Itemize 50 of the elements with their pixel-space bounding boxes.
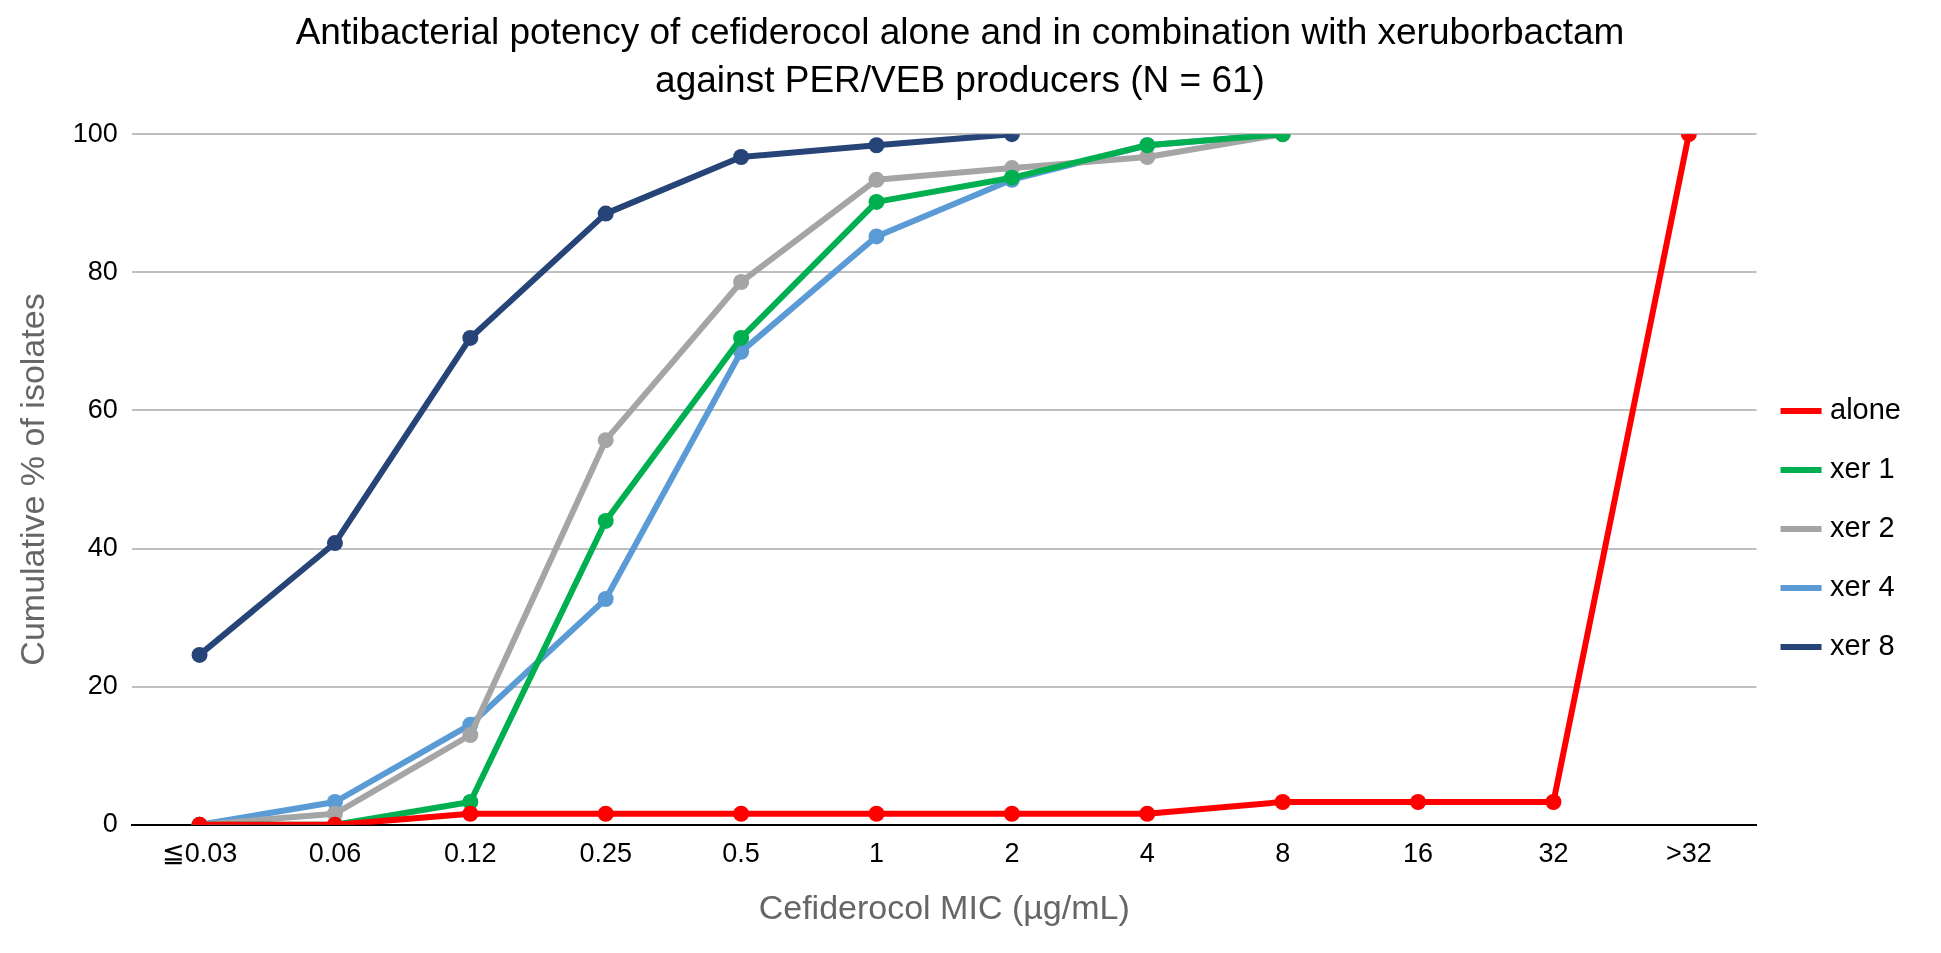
point [868,193,885,210]
x-tick-label: 0.06 [308,838,362,869]
point [733,273,750,290]
legend-label: alone [1830,393,1902,425]
point [868,171,885,188]
x-tick-label: 0.25 [579,838,632,869]
y-axis-title: Cumulative % of isolates [12,293,51,666]
x-tick-label: 0.12 [444,838,497,869]
x-tick-label: >32 [1665,838,1712,869]
point [733,148,750,165]
x-tick-label: 16 [1403,838,1434,869]
x-tick-label: 2 [1004,838,1020,869]
point [1410,794,1427,811]
point [597,432,614,449]
point [1003,805,1020,822]
y-tick-label: 40 [87,532,118,563]
legend-label: xer 2 [1830,511,1895,543]
point [733,329,750,346]
legend-label: xer 1 [1830,452,1895,484]
point [597,205,614,222]
legend-label: xer 4 [1830,570,1895,602]
point [597,512,614,529]
y-tick-label: 80 [87,255,118,286]
point [597,590,614,607]
point [597,805,614,822]
x-tick-label: 1 [868,838,885,869]
point [868,228,885,245]
y-tick-label: 100 [72,117,118,148]
x-tick-label: 32 [1538,838,1569,869]
chart-title: Antibacterial potency of cefiderocol alone and in combination with xeruborbactam against PER/VEB producers (N = 61) [294,10,1626,102]
x-axis-title: Cefiderocol MIC (µg/mL) [758,887,1130,926]
y-tick-label: 60 [87,393,118,424]
x-tick-label: 4 [1139,838,1155,869]
legend-label: xer 8 [1830,629,1895,661]
point [1139,805,1156,822]
point [191,646,208,663]
y-tick-label: 20 [87,670,118,701]
point [733,805,750,822]
y-tick-label: 0 [102,808,118,839]
point [462,329,479,346]
point [462,805,479,822]
point [326,535,343,552]
point [1274,794,1291,811]
point [1545,794,1562,811]
x-tick-label: 0.5 [722,838,760,869]
x-tick-label: 8 [1275,838,1291,869]
point [462,727,479,744]
x-tick-label: ≦0.03 [161,838,238,869]
point [868,137,885,154]
point [868,805,885,822]
